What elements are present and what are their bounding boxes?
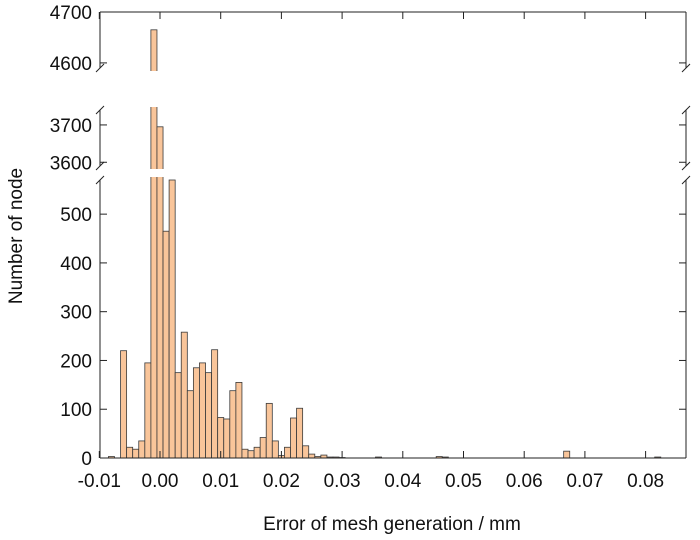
histogram-bar [253, 446, 261, 459]
break-slash [681, 161, 691, 171]
histogram-bar [126, 446, 134, 459]
histogram-bar [223, 418, 231, 459]
histogram-bar [120, 350, 128, 459]
x-tick-label: 0.08 [627, 471, 664, 492]
break-gap [101, 71, 685, 107]
histogram-bar [138, 440, 146, 459]
x-tick-label: -0.01 [78, 471, 121, 492]
histogram-bar [308, 453, 316, 459]
plot-frame [99, 11, 687, 459]
x-tick-label: 0.01 [202, 471, 239, 492]
x-tick-label: 0.00 [142, 471, 179, 492]
bars-group [101, 29, 685, 459]
histogram-bar [302, 445, 310, 459]
histogram-bar [247, 450, 255, 459]
x-tick-label: 0.06 [506, 471, 543, 492]
histogram-bar [563, 450, 571, 459]
y-tick-label: 0 [81, 449, 92, 470]
break-slash [95, 105, 105, 115]
histogram-bar [296, 407, 304, 459]
histogram-bar [265, 402, 273, 459]
y-tick-label: 100 [60, 400, 92, 421]
y-tick-label: 4700 [50, 3, 92, 24]
x-tick-label: 0.03 [324, 471, 361, 492]
x-axis-ticks: -0.01 0.00 0.01 0.02 0.03 0.04 0.05 0.06 0.07 0.0… [78, 12, 664, 492]
histogram-bar [174, 372, 182, 459]
break-slash [681, 63, 691, 73]
histogram-bar [259, 437, 267, 459]
histogram-bar [290, 417, 297, 459]
y-tick-label: 4600 [50, 54, 92, 75]
histogram-bar [192, 367, 200, 459]
histogram-bar [186, 390, 194, 459]
histogram-bar [132, 448, 140, 459]
break-slash [95, 175, 105, 185]
histogram-bar [241, 448, 249, 459]
histogram-bar [235, 382, 243, 459]
histogram-bar [271, 440, 279, 459]
histogram-bar [229, 390, 237, 459]
x-tick-label: 0.05 [445, 471, 482, 492]
break-gap [101, 169, 685, 177]
y-tick-label: 200 [60, 351, 92, 372]
y-tick-label: 3600 [50, 153, 92, 174]
histogram-bar [284, 446, 291, 459]
break-slash [681, 105, 691, 115]
y-tick-label: 400 [60, 254, 92, 275]
break-slash [95, 161, 105, 171]
x-tick-label: 0.07 [566, 471, 603, 492]
y-tick-label: 300 [60, 303, 92, 324]
histogram-bar [205, 372, 212, 459]
histogram-bar [162, 230, 170, 459]
break-slash [95, 63, 105, 73]
histogram-bar [144, 362, 152, 459]
y-tick-label: 3700 [50, 116, 92, 137]
y-axis-title: Number of node [6, 168, 27, 304]
histogram-bar [180, 331, 188, 459]
x-tick-label: 0.04 [384, 471, 421, 492]
y-axis-ticks: 0 100 200 300 400 500 3600 3700 4600 4700 [50, 3, 686, 470]
histogram-bar [211, 349, 219, 459]
x-axis-title: Error of mesh generation / mm [263, 514, 521, 535]
y-tick-label: 500 [60, 205, 92, 226]
x-tick-label: 0.02 [263, 471, 300, 492]
axis-break-marks [95, 63, 691, 185]
break-slash [681, 175, 691, 185]
histogram-bar [199, 362, 206, 459]
histogram-bar [168, 179, 176, 459]
